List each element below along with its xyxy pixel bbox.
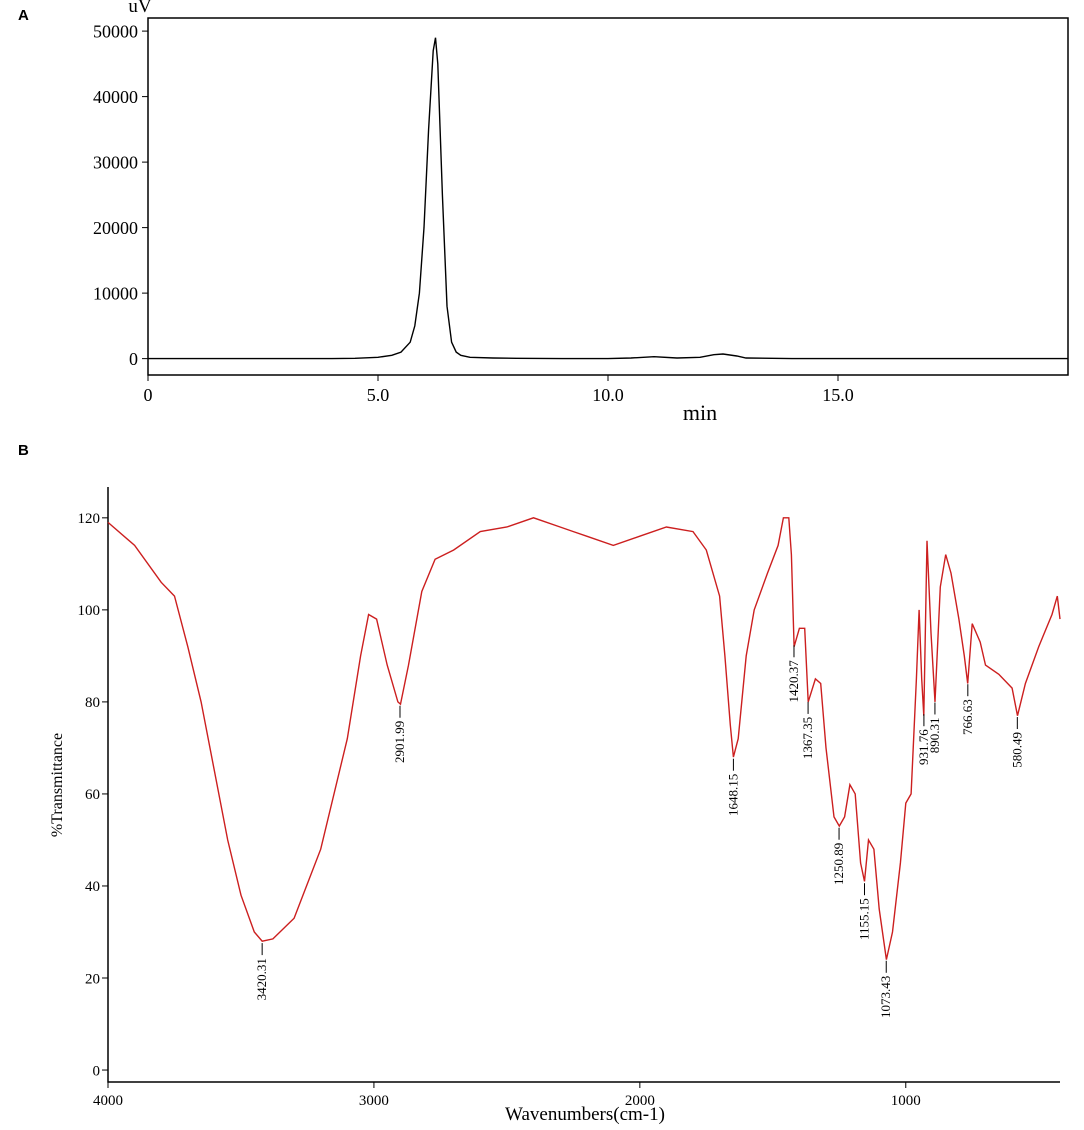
x-tick-label: 2000: [625, 1093, 655, 1109]
peak-label: 1155.15: [857, 898, 872, 940]
x-tick-label: 10.0: [592, 385, 624, 405]
peak-label: 580.49: [1009, 732, 1024, 768]
peak-label: 890.31: [927, 717, 942, 753]
y-tick-label: 50000: [93, 21, 138, 41]
y-axis-label: uV: [128, 0, 152, 17]
x-tick-label: 4000: [93, 1093, 123, 1109]
x-tick-label: 5.0: [367, 385, 390, 405]
peak-label: 766.63: [960, 699, 975, 735]
y-tick-label: 120: [78, 511, 101, 527]
y-tick-label: 0: [93, 1063, 101, 1079]
panel-label: B: [18, 442, 29, 459]
y-tick-label: 0: [129, 349, 138, 369]
y-tick-label: 80: [85, 695, 100, 711]
plot-frame: [147, 17, 1069, 376]
axes: [107, 487, 1060, 1083]
y-tick-label: 100: [78, 603, 101, 619]
peak-label: 1420.37: [786, 660, 801, 703]
peak-label: 2901.99: [392, 721, 407, 763]
y-tick-label: 20: [85, 971, 100, 987]
y-tick-label: 10000: [93, 283, 138, 303]
panel-label: A: [18, 7, 29, 24]
y-tick-label: 60: [85, 787, 100, 803]
peak-label: 1648.15: [725, 774, 740, 816]
peak-label: 931.76: [916, 729, 931, 765]
y-tick-label: 40: [85, 879, 100, 895]
x-axis-label: min: [683, 400, 717, 425]
y-tick-label: 40000: [93, 87, 138, 107]
peak-label: 1367.35: [800, 717, 815, 759]
x-tick-label: 15.0: [822, 385, 854, 405]
y-axis-label: %Transmittance: [49, 733, 66, 837]
y-tick-label: 20000: [93, 218, 138, 238]
data-line: [148, 37, 1068, 360]
x-axis-label: Wavenumbers(cm-1): [505, 1104, 665, 1125]
x-tick-label: 1000: [891, 1093, 921, 1109]
data-line: [107, 517, 1061, 960]
y-tick-label: 30000: [93, 152, 138, 172]
peak-label: 3420.31: [254, 958, 269, 1000]
x-tick-label: 0: [144, 385, 153, 405]
x-tick-label: 3000: [359, 1093, 389, 1109]
peak-label: 1250.89: [831, 843, 846, 885]
peak-label: 1073.43: [878, 976, 893, 1018]
